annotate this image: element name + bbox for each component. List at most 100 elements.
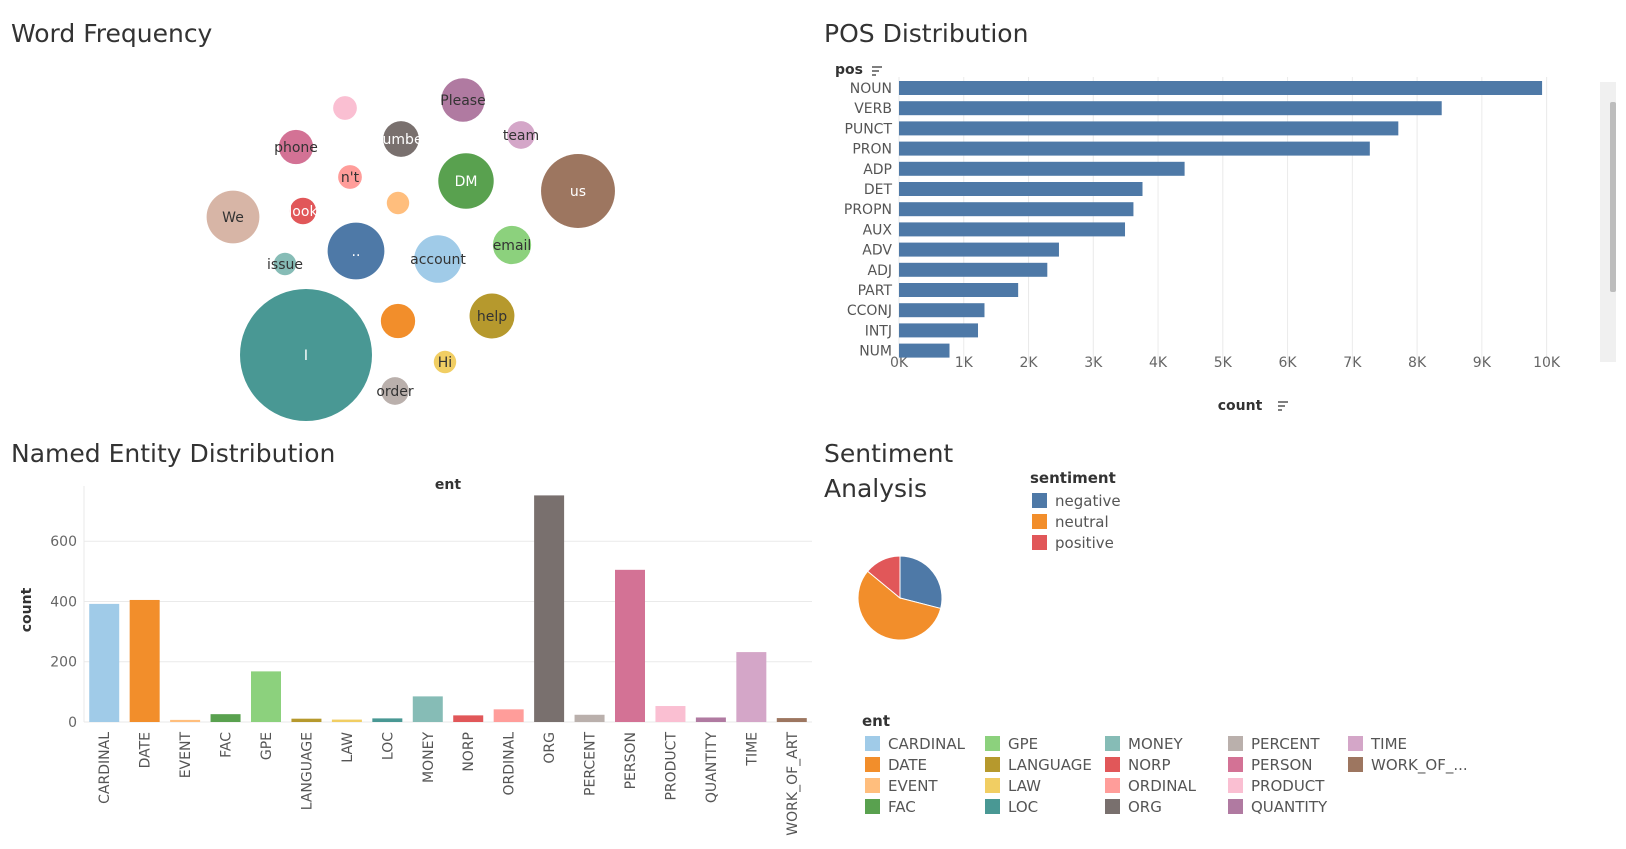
ner-legend-item[interactable]: FAC [865,797,916,817]
pos-bar[interactable] [899,81,1543,95]
word-bubble[interactable] [206,190,260,244]
pie-slice-neutral[interactable] [857,570,942,641]
legend-swatch [1348,736,1363,751]
legend-label: positive [1055,534,1114,552]
ner-legend-item[interactable]: DATE [865,755,927,775]
legend-label: PERCENT [1251,735,1320,753]
legend-label: negative [1055,492,1121,510]
word-bubble[interactable] [333,96,357,120]
ner-bar[interactable] [695,717,726,722]
ner-bar[interactable] [615,569,645,722]
ner-legend-item[interactable]: WORK_OF_... [1348,755,1468,775]
pos-bar[interactable] [899,182,1143,196]
legend-swatch [865,757,880,772]
pos-x-tick: 2K [1019,355,1038,371]
word-bubble[interactable] [507,121,535,149]
ner-bar[interactable] [210,714,241,722]
word-bubble[interactable] [469,293,515,339]
ner-bar[interactable] [372,718,403,722]
ner-bar[interactable] [170,719,201,722]
ner-legend-item[interactable]: PERCENT [1228,734,1320,754]
word-bubble[interactable] [338,165,362,189]
word-bubble[interactable] [441,78,485,122]
sort-icon[interactable] [872,66,882,76]
word-bubble[interactable] [380,303,416,339]
sentiment-legend-item[interactable]: positive [1032,533,1114,553]
word-bubble[interactable] [273,252,297,276]
word-bubble[interactable] [278,129,314,165]
ner-bar[interactable] [574,714,605,722]
legend-swatch [1228,778,1243,793]
word-bubble[interactable] [492,225,532,265]
word-bubble[interactable] [289,197,317,225]
ner-bar[interactable] [331,719,362,722]
word-bubble[interactable] [383,121,419,157]
pos-category-label: AUX [863,222,893,238]
pos-bar[interactable] [899,141,1370,156]
legend-swatch [1228,799,1243,814]
ner-bar[interactable] [89,603,120,722]
pie-slice-positive[interactable] [866,555,901,600]
ner-legend-item[interactable]: GPE [985,734,1038,754]
ner-legend-item[interactable]: LAW [985,776,1041,796]
ner-legend-item[interactable]: EVENT [865,776,938,796]
word-bubble-label: team [503,128,539,144]
pos-category-label: PART [858,283,893,299]
ner-bar[interactable] [129,599,160,722]
pos-bar[interactable] [899,222,1126,237]
legend-label: WORK_OF_... [1371,756,1468,774]
ner-bar[interactable] [453,715,484,722]
word-bubble[interactable] [240,289,372,421]
pos-bar[interactable] [899,101,1442,116]
ner-legend-item[interactable]: TIME [1348,734,1407,754]
pos-distribution-title: POS Distribution [824,19,1029,48]
ner-legend-item[interactable]: LOC [985,797,1038,817]
sort-icon[interactable] [1278,401,1288,411]
word-bubble[interactable] [386,191,410,215]
ner-bar[interactable] [776,718,807,722]
sentiment-legend-item[interactable]: negative [1032,491,1121,511]
ner-legend-item[interactable]: LANGUAGE [985,755,1092,775]
pos-scrollbar-thumb[interactable] [1610,102,1616,292]
word-bubble[interactable] [414,235,462,283]
pos-bar[interactable] [899,283,1019,297]
ner-bar[interactable] [655,706,686,722]
word-bubble[interactable] [433,350,457,374]
ner-distribution-chart: ent 0 200 400 600 count CARDINAL DATE EVENT FAC GP… [19,477,812,836]
pos-bar[interactable] [899,161,1185,176]
word-bubble[interactable] [541,154,615,228]
ner-legend-item[interactable]: CARDINAL [865,734,965,754]
pos-bar[interactable] [899,343,950,358]
pos-bar[interactable] [899,121,1399,136]
ner-bar[interactable] [534,495,565,722]
ner-bar[interactable] [412,696,443,722]
pie-slice-negative[interactable] [899,555,943,610]
ner-bar[interactable] [251,671,281,722]
sentiment-legend-item[interactable]: neutral [1032,512,1109,532]
pos-bar[interactable] [899,303,985,318]
ner-bar[interactable] [736,652,767,722]
ner-legend-item[interactable]: NORP [1105,755,1171,775]
legend-swatch [865,778,880,793]
pos-x-tick: 7K [1343,355,1362,371]
pos-bar[interactable] [899,242,1059,257]
word-bubble[interactable] [438,153,494,209]
word-bubble[interactable] [381,377,409,405]
pos-bar[interactable] [899,323,979,338]
pos-bar[interactable] [899,202,1134,217]
ner-distribution-title: Named Entity Distribution [11,439,336,468]
word-bubble[interactable] [327,222,385,280]
ner-legend-item[interactable]: PRODUCT [1228,776,1324,796]
legend-swatch [1348,757,1363,772]
ner-legend-item[interactable]: ORDINAL [1105,776,1196,796]
ner-legend-item[interactable]: PERSON [1228,755,1313,775]
ner-legend-item[interactable]: QUANTITY [1228,797,1327,817]
ner-legend-item[interactable]: ORG [1105,797,1162,817]
ner-category-label: LANGUAGE [299,732,315,810]
ner-bar[interactable] [493,709,524,722]
pos-bar[interactable] [899,262,1048,277]
ner-legend-item[interactable]: MONEY [1105,734,1183,754]
pos-x-tick: 4K [1149,355,1168,371]
legend-swatch [1228,736,1243,751]
ner-bar[interactable] [291,718,322,722]
